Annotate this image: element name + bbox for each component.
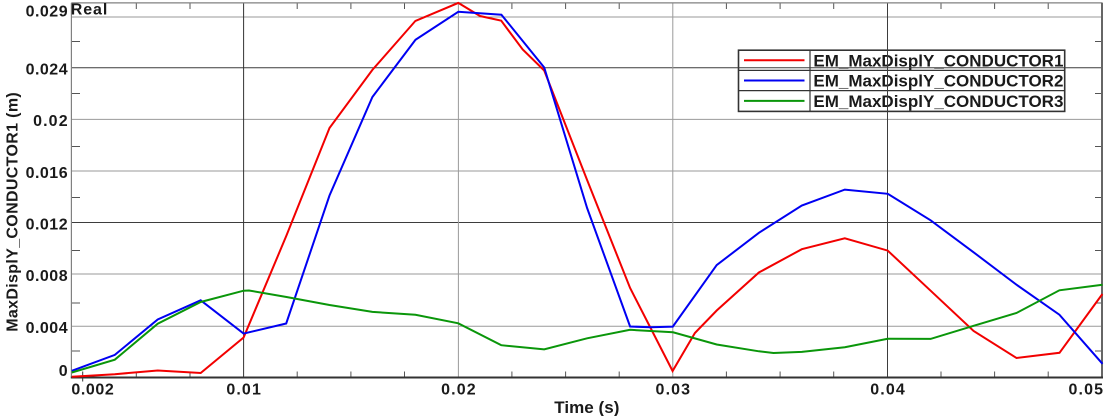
svg-text:Time (s): Time (s) [554,398,619,416]
svg-text:0.05: 0.05 [1069,382,1104,399]
svg-text:0.01: 0.01 [226,382,261,399]
svg-text:0.03: 0.03 [656,382,691,399]
svg-text:EM_MaxDisplY_CONDUCTOR1: EM_MaxDisplY_CONDUCTOR1 [813,51,1063,70]
svg-text:0.008: 0.008 [26,268,68,285]
svg-text:0.004: 0.004 [26,320,68,337]
svg-text:0.04: 0.04 [870,382,905,399]
svg-text:0.02: 0.02 [33,113,68,130]
svg-text:0.012: 0.012 [26,216,68,233]
svg-text:EM_MaxDisplY_CONDUCTOR2: EM_MaxDisplY_CONDUCTOR2 [813,72,1063,91]
svg-text:0.029: 0.029 [26,4,68,21]
svg-text:Real: Real [71,2,108,19]
svg-text:0.016: 0.016 [26,165,68,182]
svg-text:EM_MaxDisplY_CONDUCTOR3: EM_MaxDisplY_CONDUCTOR3 [813,92,1063,111]
svg-text:0.02: 0.02 [441,382,476,399]
svg-text:MaxDisplY_CONDUCTOR1 (m): MaxDisplY_CONDUCTOR1 (m) [5,92,22,332]
svg-text:0.002: 0.002 [71,382,113,399]
svg-text:0: 0 [59,363,68,380]
svg-text:0.024: 0.024 [26,62,68,79]
